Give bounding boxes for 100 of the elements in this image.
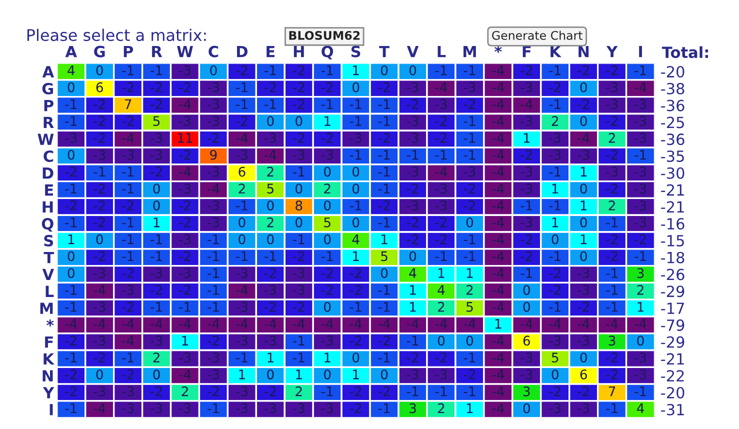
data-label: -4	[634, 82, 646, 92]
data-label: 0	[267, 200, 274, 210]
data-label: -1	[549, 66, 560, 76]
data-label: -1	[150, 66, 162, 76]
data-label: -4	[492, 386, 504, 396]
y2-tick-label: -31	[661, 404, 684, 416]
data-label: -2	[549, 82, 560, 92]
data-label: 0	[267, 369, 274, 380]
data-label: 0	[267, 116, 274, 126]
data-label: -4	[208, 318, 220, 329]
data-label: -2	[94, 99, 105, 109]
data-label: -2	[378, 336, 390, 346]
data-label: -2	[406, 234, 418, 244]
x-tick-label: T	[379, 46, 390, 58]
data-label: -4	[492, 150, 504, 160]
data-label: -1	[122, 352, 134, 362]
data-label: -4	[179, 166, 191, 177]
y2-tick-label: -20	[661, 386, 684, 399]
data-label: -3	[321, 403, 333, 414]
data-label: -2	[606, 369, 618, 380]
y2-tick-label: -35	[661, 150, 684, 162]
data-label: -1	[236, 251, 248, 261]
data-label: 3	[637, 268, 644, 278]
data-label: -3	[122, 284, 134, 295]
data-label: -1	[350, 200, 362, 210]
data-label: 0	[296, 217, 302, 228]
data-label: 0	[523, 403, 530, 414]
x-tick-label: H	[294, 46, 304, 58]
data-label: -2	[122, 268, 134, 278]
data-label: -1	[208, 285, 219, 295]
data-label: -1	[236, 352, 248, 362]
data-label: 1	[154, 218, 160, 228]
y2-tick-label: -79	[661, 319, 684, 331]
data-label: 2	[608, 132, 615, 143]
data-label: -1	[208, 234, 219, 244]
y2-tick-label: -16	[661, 218, 684, 230]
data-label: -3	[634, 99, 646, 110]
data-label: 0	[96, 234, 103, 244]
data-label: -2	[378, 386, 390, 396]
data-label: 0	[409, 65, 416, 76]
data-label: -1	[122, 251, 134, 261]
data-label: -4	[634, 318, 646, 329]
data-label: -3	[520, 352, 532, 363]
data-label: 1	[353, 251, 359, 261]
data-label: -2	[406, 99, 418, 109]
data-label: -2	[179, 217, 190, 228]
x-tick-label: G	[94, 46, 105, 58]
data-label: 3	[523, 386, 530, 396]
data-label: 0	[153, 369, 160, 380]
data-label: -1	[292, 166, 304, 177]
data-label: -1	[634, 66, 646, 76]
data-label: 1	[353, 370, 359, 380]
data-label: 1	[552, 184, 558, 194]
data-label: 1	[495, 318, 502, 329]
data-label: -2	[606, 116, 618, 126]
data-label: -1	[406, 386, 418, 396]
data-label: -3	[406, 132, 418, 143]
data-label: -3	[520, 116, 532, 126]
data-label: -1	[236, 82, 248, 92]
data-label: -2	[94, 184, 105, 194]
data-label: 1	[296, 370, 302, 380]
data-label: -3	[236, 403, 248, 414]
data-label: -3	[179, 268, 191, 278]
data-label: -1	[208, 302, 219, 312]
data-label: -2	[406, 352, 418, 362]
y-tick-label: L	[46, 286, 54, 297]
data-label: -3	[606, 166, 618, 177]
data-label: -3	[208, 217, 220, 228]
data-label: -3	[549, 150, 561, 160]
data-label: -4	[492, 166, 504, 177]
x-tick-label: K	[550, 46, 562, 58]
data-label: -2	[350, 284, 362, 295]
data-label: -2	[292, 132, 304, 143]
data-label: 8	[296, 200, 302, 210]
x-tick-label: V	[406, 46, 419, 58]
data-label: -4	[492, 133, 504, 143]
y2-axis-title: Total:	[662, 46, 708, 58]
data-label: 7	[608, 386, 616, 396]
data-label: -1	[122, 234, 134, 244]
data-label: -1	[208, 251, 219, 261]
data-label: -1	[321, 386, 333, 396]
data-label: 0	[68, 150, 74, 160]
data-label: 0	[523, 302, 530, 312]
data-label: 1	[353, 66, 359, 76]
data-label: 0	[238, 234, 246, 244]
data-label: -1	[435, 251, 447, 261]
x-tick-label: L	[438, 46, 446, 58]
data-label: -3	[94, 268, 106, 278]
data-label: -1	[606, 285, 618, 295]
data-label: -4	[520, 318, 532, 329]
data-label: -3	[350, 132, 362, 143]
data-label: 1	[466, 403, 473, 414]
data-label: -2	[150, 166, 162, 177]
data-label: -4	[549, 318, 561, 329]
x-tick-label: A	[65, 46, 77, 58]
data-label: -3	[208, 166, 220, 177]
data-label: -3	[606, 82, 618, 92]
data-label: -4	[492, 336, 504, 346]
data-label: -1	[65, 99, 76, 109]
data-label: -3	[292, 150, 304, 160]
